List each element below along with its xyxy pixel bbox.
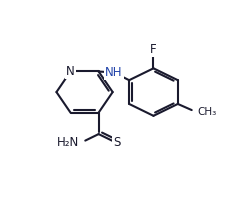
Text: F: F (150, 43, 157, 57)
Text: NH: NH (105, 66, 123, 79)
Text: N: N (66, 65, 75, 78)
Text: CH₃: CH₃ (197, 107, 216, 117)
Text: S: S (113, 136, 120, 149)
Text: H₂N: H₂N (56, 136, 79, 149)
